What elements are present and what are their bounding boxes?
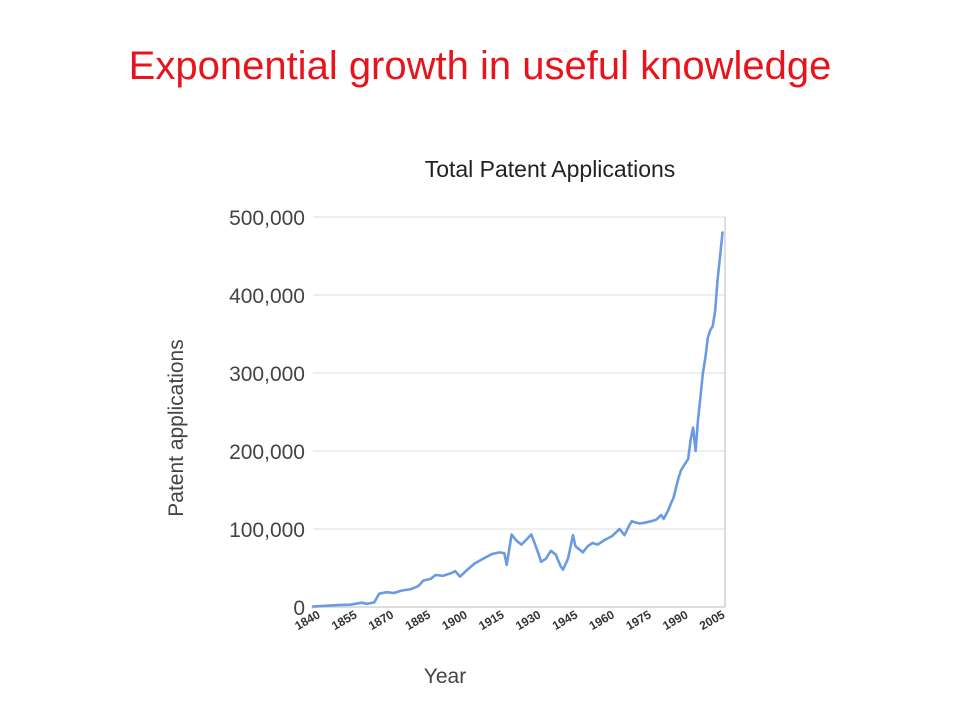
x-axis-label: Year: [424, 665, 466, 688]
x-tick-label: 2005: [697, 607, 727, 633]
y-tick-label: 100,000: [229, 519, 305, 542]
y-tick-label: 500,000: [229, 207, 305, 230]
y-axis-label: Patent applications: [165, 339, 188, 516]
x-tick-label: 1885: [403, 607, 433, 633]
y-tick-label: 300,000: [229, 363, 305, 386]
x-tick-label: 1975: [623, 607, 653, 633]
series-line: [311, 231, 724, 608]
y-tick-label: 200,000: [229, 441, 305, 464]
x-tick-label: 1915: [476, 607, 506, 633]
y-tick-label: 0: [293, 597, 305, 620]
x-tick-label: 1900: [440, 607, 470, 633]
x-tick-label: 1960: [587, 607, 617, 633]
y-axis-ticks: 0 100,000 200,000 300,000 400,000 500,000: [229, 207, 305, 620]
y-tick-label: 400,000: [229, 285, 305, 308]
x-tick-label: 1945: [550, 607, 580, 633]
grid-lines: [313, 216, 726, 608]
x-tick-label: 1870: [366, 607, 396, 633]
x-tick-label: 1855: [329, 607, 359, 633]
x-tick-label: 1930: [513, 607, 543, 633]
slide-title: Exponential growth in useful knowledge: [128, 44, 832, 88]
series-layer: [311, 231, 724, 608]
x-axis-ticks: 1840 1855 1870 1885 1900 1915 1930 1945 1960 1975…: [292, 607, 727, 633]
x-tick-label: 1990: [660, 607, 690, 633]
chart-title: Total Patent Applications: [425, 156, 676, 182]
